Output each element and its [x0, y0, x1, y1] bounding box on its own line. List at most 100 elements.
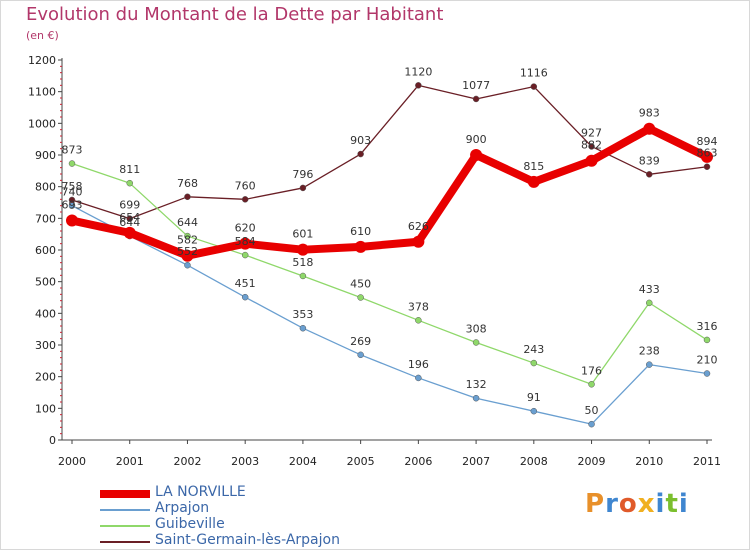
- x-tick-label: 2008: [520, 455, 548, 468]
- data-label: 378: [408, 300, 429, 313]
- y-tick-label: 600: [35, 244, 56, 257]
- legend-swatch: [100, 541, 150, 543]
- data-point: [68, 160, 76, 167]
- data-label: 983: [639, 107, 660, 120]
- data-point: [296, 243, 309, 256]
- data-label: 196: [408, 358, 429, 371]
- data-label: 760: [235, 179, 256, 192]
- x-tick-label: 2011: [693, 455, 721, 468]
- x-tick-label: 2001: [116, 455, 144, 468]
- legend-label: Guibeville: [155, 516, 225, 532]
- data-point: [470, 149, 483, 161]
- proxiti-logo: Proxiti: [585, 489, 689, 519]
- data-label: 811: [119, 163, 140, 176]
- series-line-arpajon: [71, 205, 708, 425]
- data-point: [472, 394, 480, 402]
- data-point: [472, 95, 480, 103]
- legend-swatch: [100, 525, 150, 527]
- y-tick-label: 300: [35, 339, 56, 352]
- legend-swatch: [100, 509, 150, 511]
- data-point: [415, 374, 422, 382]
- data-point: [530, 359, 538, 367]
- data-label: 699: [119, 199, 140, 212]
- data-label: 269: [350, 335, 371, 348]
- data-label: 796: [292, 168, 313, 181]
- data-label: 758: [62, 180, 83, 193]
- data-label: 839: [639, 154, 660, 167]
- legend-label: Arpajon: [155, 500, 210, 516]
- x-tick-label: 2009: [578, 455, 606, 468]
- logo-letter: P: [585, 489, 606, 519]
- data-point: [68, 202, 76, 209]
- data-label: 768: [177, 177, 198, 190]
- data-point: [472, 339, 480, 346]
- y-tick-label: 0: [49, 434, 56, 447]
- data-label: 308: [466, 322, 487, 335]
- data-label: 610: [350, 225, 371, 238]
- x-tick-label: 2000: [58, 455, 86, 468]
- data-point: [588, 381, 595, 388]
- logo-letter: i: [655, 489, 666, 519]
- data-label: 927: [581, 126, 602, 139]
- data-point: [66, 214, 78, 227]
- chart-subtitle: (en €): [26, 29, 59, 42]
- y-tick-label: 1000: [28, 117, 56, 130]
- data-point: [415, 82, 422, 89]
- y-tick-label: 900: [35, 149, 56, 162]
- data-point: [703, 163, 711, 170]
- data-point: [646, 361, 653, 368]
- data-point: [646, 171, 653, 178]
- x-tick-label: 2004: [289, 455, 317, 468]
- data-point: [588, 143, 595, 150]
- legend-swatch: [100, 490, 150, 498]
- data-point: [588, 420, 595, 428]
- data-point: [646, 299, 653, 307]
- data-point: [357, 150, 364, 158]
- data-point: [701, 150, 713, 163]
- data-point: [530, 83, 538, 90]
- data-label: 243: [523, 343, 544, 356]
- data-point: [527, 175, 540, 188]
- data-label: 626: [408, 220, 429, 233]
- data-label: 693: [62, 199, 83, 212]
- data-point: [181, 249, 194, 262]
- data-label: 176: [581, 364, 602, 377]
- data-label: 582: [177, 234, 198, 247]
- data-label: 91: [527, 391, 541, 404]
- y-tick-label: 100: [35, 402, 56, 415]
- data-point: [241, 293, 249, 301]
- chart-title: Evolution du Montant de la Dette par Hab…: [26, 4, 444, 25]
- x-tick-label: 2007: [462, 455, 490, 468]
- data-point: [354, 240, 367, 253]
- data-label: 1116: [520, 67, 548, 80]
- logo-letter: i: [678, 489, 689, 519]
- x-tick-label: 2003: [231, 455, 259, 468]
- data-label: 518: [292, 256, 313, 269]
- data-label: 644: [177, 216, 198, 229]
- logo-letter: x: [637, 489, 656, 519]
- data-point: [241, 251, 249, 259]
- data-point: [123, 226, 136, 239]
- data-label: 620: [235, 222, 256, 235]
- y-tick-label: 200: [35, 371, 56, 384]
- data-label: 1120: [404, 65, 432, 78]
- legend-label: Saint-Germain-lès-Arpajon: [155, 532, 340, 548]
- y-tick-label: 700: [35, 212, 56, 225]
- logo-letter: o: [618, 489, 638, 519]
- data-point: [412, 235, 425, 248]
- legend-label: LA NORVILLE: [155, 484, 246, 500]
- data-point: [299, 324, 307, 332]
- data-label: 584: [235, 235, 256, 248]
- data-label: 552: [177, 245, 198, 258]
- x-tick-label: 2006: [404, 455, 432, 468]
- data-label: 433: [639, 283, 660, 296]
- data-label: 882: [581, 139, 602, 152]
- data-label: 210: [697, 354, 718, 367]
- data-label: 353: [292, 308, 313, 321]
- data-point: [530, 407, 538, 415]
- data-label: 644: [119, 216, 140, 229]
- data-point: [415, 317, 422, 324]
- y-tick-label: 1200: [28, 54, 56, 67]
- series-line-la-norville: [68, 124, 711, 260]
